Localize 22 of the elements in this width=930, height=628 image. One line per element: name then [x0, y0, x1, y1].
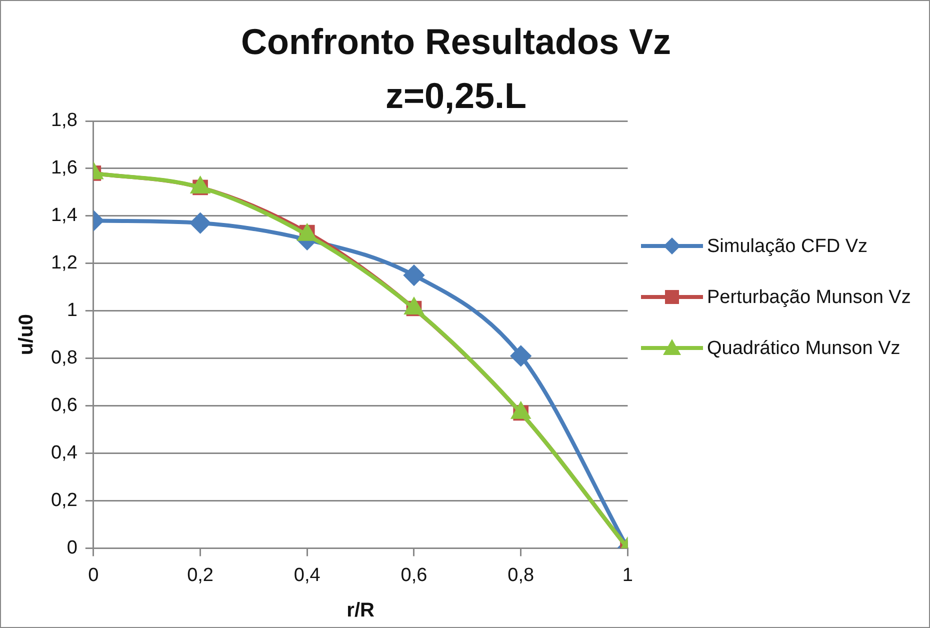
- y-tick-label: 0,8: [50, 348, 78, 369]
- chart-title: Confronto Resultados Vz z=0,25.L: [241, 21, 671, 116]
- y-tick-label: 0,6: [50, 395, 78, 416]
- x-tick-label: 1: [622, 564, 634, 586]
- y-tick-label: 1,6: [50, 158, 78, 179]
- y-tick-label: 0,2: [50, 490, 78, 511]
- legend-label: Simulação CFD Vz: [707, 235, 868, 259]
- y-tick-label: 1,4: [50, 205, 78, 226]
- y-tick-label: 1,2: [50, 252, 78, 274]
- y-tick-label: 1: [66, 300, 78, 322]
- x-axis-title: r/R: [346, 600, 376, 622]
- x-tick-label: 0,8: [508, 564, 534, 586]
- x-tick-label: 0,2: [187, 564, 214, 586]
- x-tick-label: 0: [88, 564, 99, 586]
- legend-label: Perturbação Munson Vz: [707, 286, 911, 310]
- y-axis-title: u/u0: [16, 314, 38, 356]
- x-tick-label: 0,6: [400, 564, 428, 586]
- y-tick-label: 0: [66, 537, 78, 558]
- legend-label: Quadrático Munson Vz: [707, 337, 900, 361]
- y-tick-label: 1,8: [50, 110, 78, 132]
- x-tick-label: 0,4: [294, 564, 321, 586]
- y-tick-label: 0,4: [50, 442, 78, 464]
